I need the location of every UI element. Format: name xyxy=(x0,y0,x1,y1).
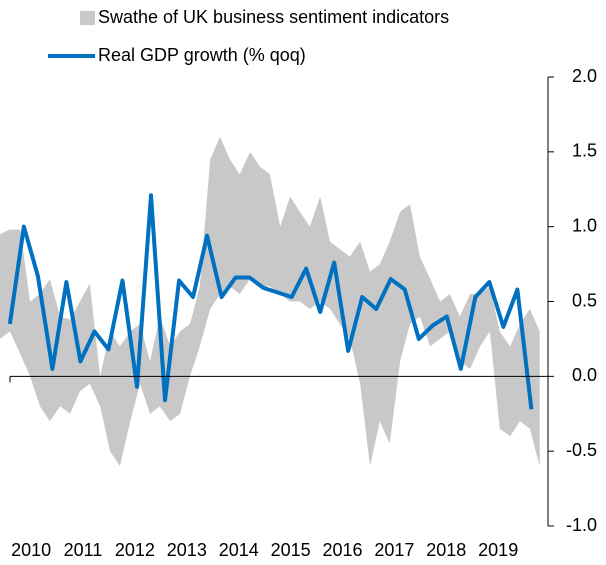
y-tick-label: 1.5 xyxy=(572,141,597,161)
legend-label: Swathe of UK business sentiment indicato… xyxy=(98,7,449,27)
y-tick-label: 0.0 xyxy=(572,365,597,385)
y-tick-label: 0.5 xyxy=(572,290,597,310)
x-tick-label: 2011 xyxy=(64,540,103,560)
y-tick-label: -0.5 xyxy=(566,440,597,460)
x-tick-label: 2018 xyxy=(426,540,466,560)
x-tick-label: 2014 xyxy=(219,540,259,560)
x-tick-label: 2015 xyxy=(271,540,311,560)
x-tick-label: 2019 xyxy=(478,540,518,560)
legend-swatch xyxy=(80,11,95,25)
y-tick-label: 1.0 xyxy=(572,215,597,235)
x-tick-label: 2012 xyxy=(115,540,155,560)
sentiment-band xyxy=(0,136,540,467)
x-tick-label: 2017 xyxy=(374,540,414,560)
x-tick-label: 2016 xyxy=(322,540,362,560)
y-tick-label: -1.0 xyxy=(566,515,597,535)
x-tick-label: 2010 xyxy=(11,540,51,560)
y-tick-label: 2.0 xyxy=(572,66,597,86)
legend-label: Real GDP growth (% qoq) xyxy=(98,45,306,65)
x-tick-label: 2013 xyxy=(167,540,207,560)
gdp-line xyxy=(7,193,534,410)
